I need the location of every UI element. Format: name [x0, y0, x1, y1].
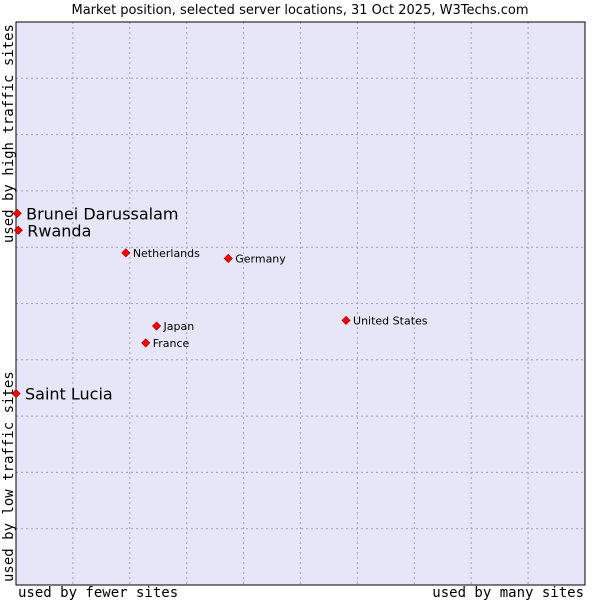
- data-point-saint-lucia: [11, 389, 21, 399]
- data-label-japan: Japan: [163, 320, 195, 333]
- data-point-netherlands: [121, 248, 131, 258]
- data-label-brunei-darussalam: Brunei Darussalam: [26, 204, 178, 223]
- data-point-united-states: [341, 315, 351, 325]
- data-point-rwanda: [13, 225, 23, 235]
- data-point-japan: [151, 321, 162, 331]
- chart-title: Market position, selected server locatio…: [71, 3, 528, 18]
- data-point-germany: [223, 253, 233, 264]
- x-axis-label-left: used by fewer sites: [18, 585, 178, 600]
- data-label-france: France: [153, 337, 190, 350]
- y-axis-label-bottom: used by low traffic sites: [1, 371, 17, 582]
- x-axis-label-right: used by many sites: [432, 585, 584, 600]
- data-point-brunei-darussalam: [12, 208, 22, 218]
- data-label-netherlands: Netherlands: [133, 247, 200, 260]
- data-point-france: [141, 338, 151, 348]
- data-label-united-states: United States: [353, 314, 428, 327]
- plot-border: [15, 21, 586, 586]
- grid-lines: [16, 22, 585, 585]
- data-label-saint-lucia: Saint Lucia: [25, 385, 113, 404]
- y-axis-label-top: used by high traffic sites: [1, 24, 17, 243]
- data-label-germany: Germany: [235, 252, 286, 265]
- data-label-rwanda: Rwanda: [27, 221, 91, 240]
